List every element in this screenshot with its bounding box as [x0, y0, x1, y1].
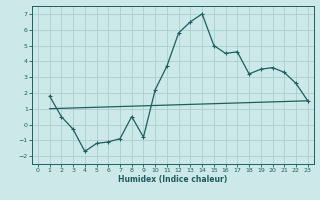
X-axis label: Humidex (Indice chaleur): Humidex (Indice chaleur)	[118, 175, 228, 184]
